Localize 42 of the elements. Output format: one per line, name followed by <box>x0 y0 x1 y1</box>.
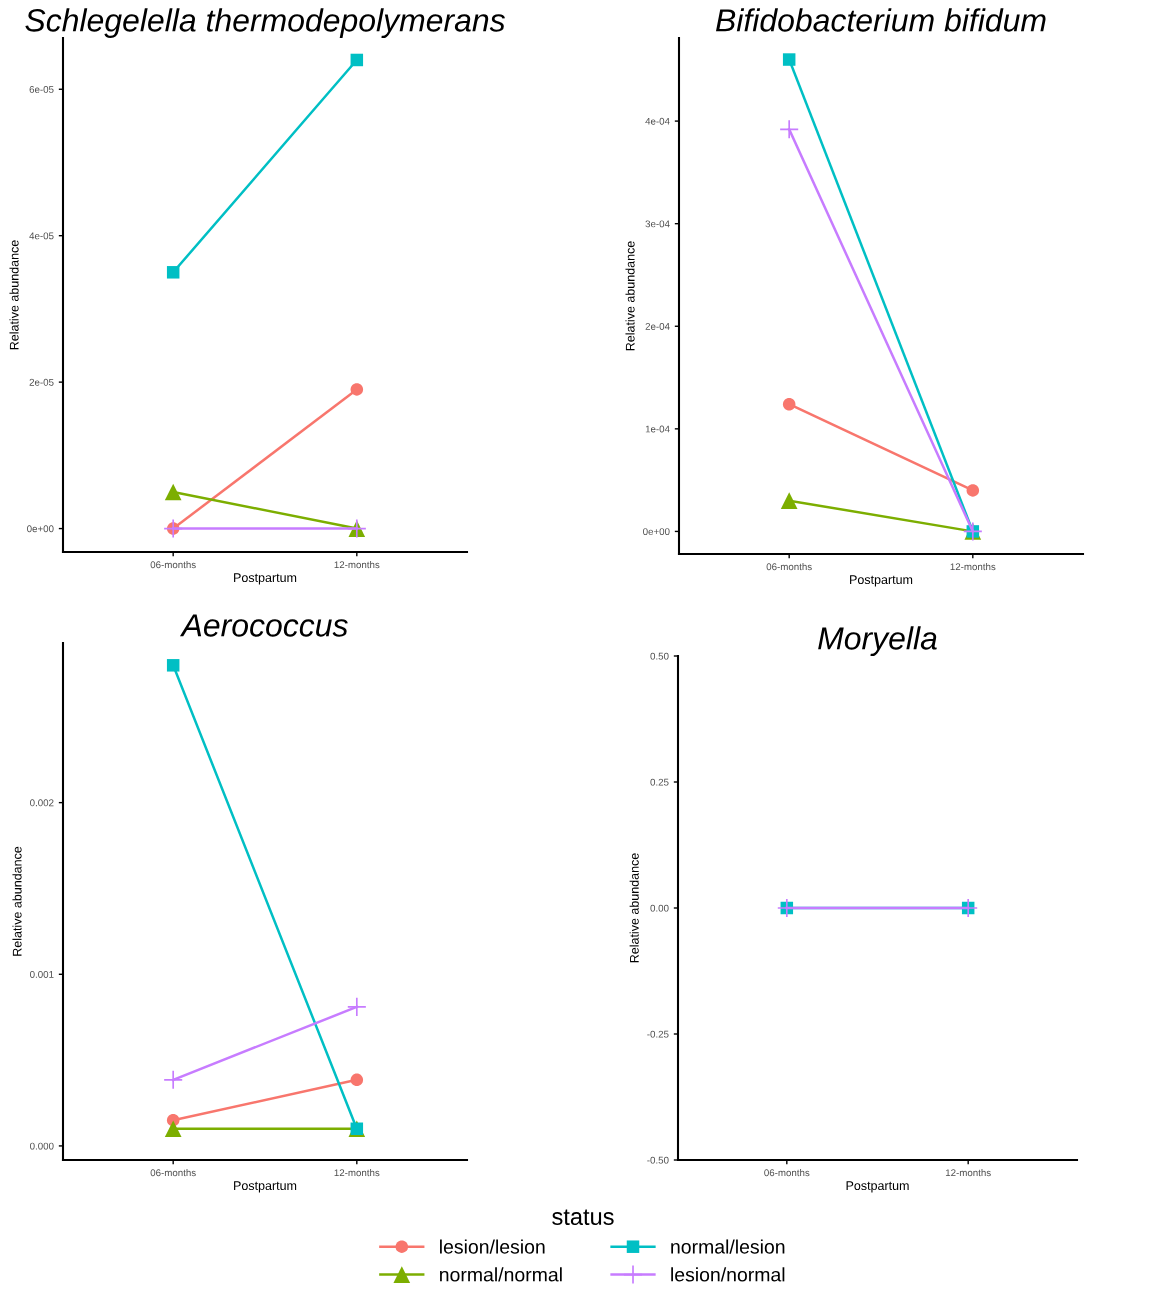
y-tick-label: -0.50 <box>647 1156 669 1164</box>
x-axis-title: Postpartum <box>846 1181 909 1193</box>
y-tick-label: 2e-04 <box>645 323 670 330</box>
x-tick-label: 06-months <box>766 563 812 571</box>
y-axis-title: Relative abundance <box>12 846 22 956</box>
y-axis-title: Relative abundance <box>629 853 639 963</box>
y-tick-label: 3e-04 <box>645 220 670 228</box>
x-axis-title: Postpartum <box>850 575 913 587</box>
x-tick-label: 06-months <box>150 1169 196 1177</box>
legend-label: normal/normal <box>440 1267 562 1282</box>
y-tick-label: 4e-05 <box>29 232 54 240</box>
y-tick-label: 0.25 <box>650 778 669 786</box>
y-tick-label: -0.25 <box>647 1030 669 1038</box>
x-axis-title: Postpartum <box>234 573 297 585</box>
x-tick-label: 12-months <box>950 563 996 571</box>
y-tick-label: 0.00 <box>650 904 669 912</box>
legend-label: normal/lesion <box>671 1239 785 1254</box>
legend-label: lesion/lesion <box>440 1239 545 1254</box>
legend-label: lesion/normal <box>671 1267 785 1282</box>
y-tick-label: 4e-04 <box>645 117 670 125</box>
x-tick-label: 06-months <box>150 561 196 569</box>
y-tick-label: 1e-04 <box>645 425 670 433</box>
chart-title: Schlegelella thermodepolymerans <box>25 8 505 38</box>
chart-title: Aerococcus <box>179 614 348 637</box>
y-tick-label: 0e+00 <box>643 528 670 536</box>
x-tick-label: 12-months <box>334 561 380 569</box>
y-tick-label: 0.002 <box>30 799 54 807</box>
x-tick-label: 12-months <box>945 1169 991 1177</box>
y-axis-title: Relative abundance <box>9 240 19 350</box>
x-tick-label: 12-months <box>334 1169 380 1177</box>
x-tick-label: 06-months <box>764 1169 810 1177</box>
chart-title: Moryella <box>818 626 937 656</box>
chart-title: Bifidobacterium bifidum <box>715 8 1046 32</box>
x-axis-title: Postpartum <box>234 1181 297 1193</box>
y-tick-label: 6e-05 <box>29 85 54 93</box>
y-tick-label: 0.000 <box>30 1142 54 1150</box>
y-tick-label: 0e+00 <box>27 525 54 533</box>
y-axis-title: Relative abundance <box>625 241 635 351</box>
y-tick-label: 0.50 <box>650 652 669 660</box>
y-tick-label: 2e-05 <box>29 378 54 386</box>
legend-title: status <box>552 1209 614 1226</box>
y-tick-label: 0.001 <box>30 971 54 978</box>
